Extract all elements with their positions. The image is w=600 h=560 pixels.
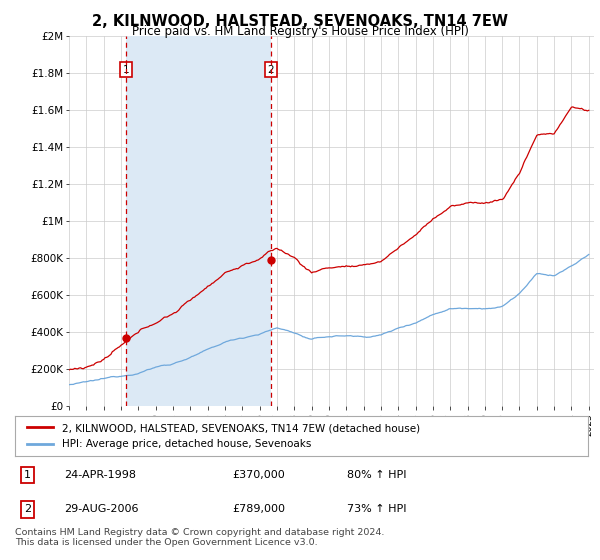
Text: 80% ↑ HPI: 80% ↑ HPI xyxy=(347,470,407,480)
Text: 1: 1 xyxy=(122,64,130,74)
Text: 73% ↑ HPI: 73% ↑ HPI xyxy=(347,505,407,515)
Text: 1: 1 xyxy=(24,470,31,480)
Legend: 2, KILNWOOD, HALSTEAD, SEVENOAKS, TN14 7EW (detached house), HPI: Average price,: 2, KILNWOOD, HALSTEAD, SEVENOAKS, TN14 7… xyxy=(23,419,424,454)
Bar xyxy=(126,36,271,406)
Text: 2: 2 xyxy=(24,505,31,515)
Text: 29-AUG-2006: 29-AUG-2006 xyxy=(64,505,138,515)
Text: Contains HM Land Registry data © Crown copyright and database right 2024.
This d: Contains HM Land Registry data © Crown c… xyxy=(15,528,385,547)
Text: £789,000: £789,000 xyxy=(233,505,286,515)
Text: 24-APR-1998: 24-APR-1998 xyxy=(64,470,136,480)
Text: 2, KILNWOOD, HALSTEAD, SEVENOAKS, TN14 7EW: 2, KILNWOOD, HALSTEAD, SEVENOAKS, TN14 7… xyxy=(92,14,508,29)
Text: 2: 2 xyxy=(268,64,274,74)
Text: £370,000: £370,000 xyxy=(233,470,286,480)
Text: Price paid vs. HM Land Registry's House Price Index (HPI): Price paid vs. HM Land Registry's House … xyxy=(131,25,469,38)
